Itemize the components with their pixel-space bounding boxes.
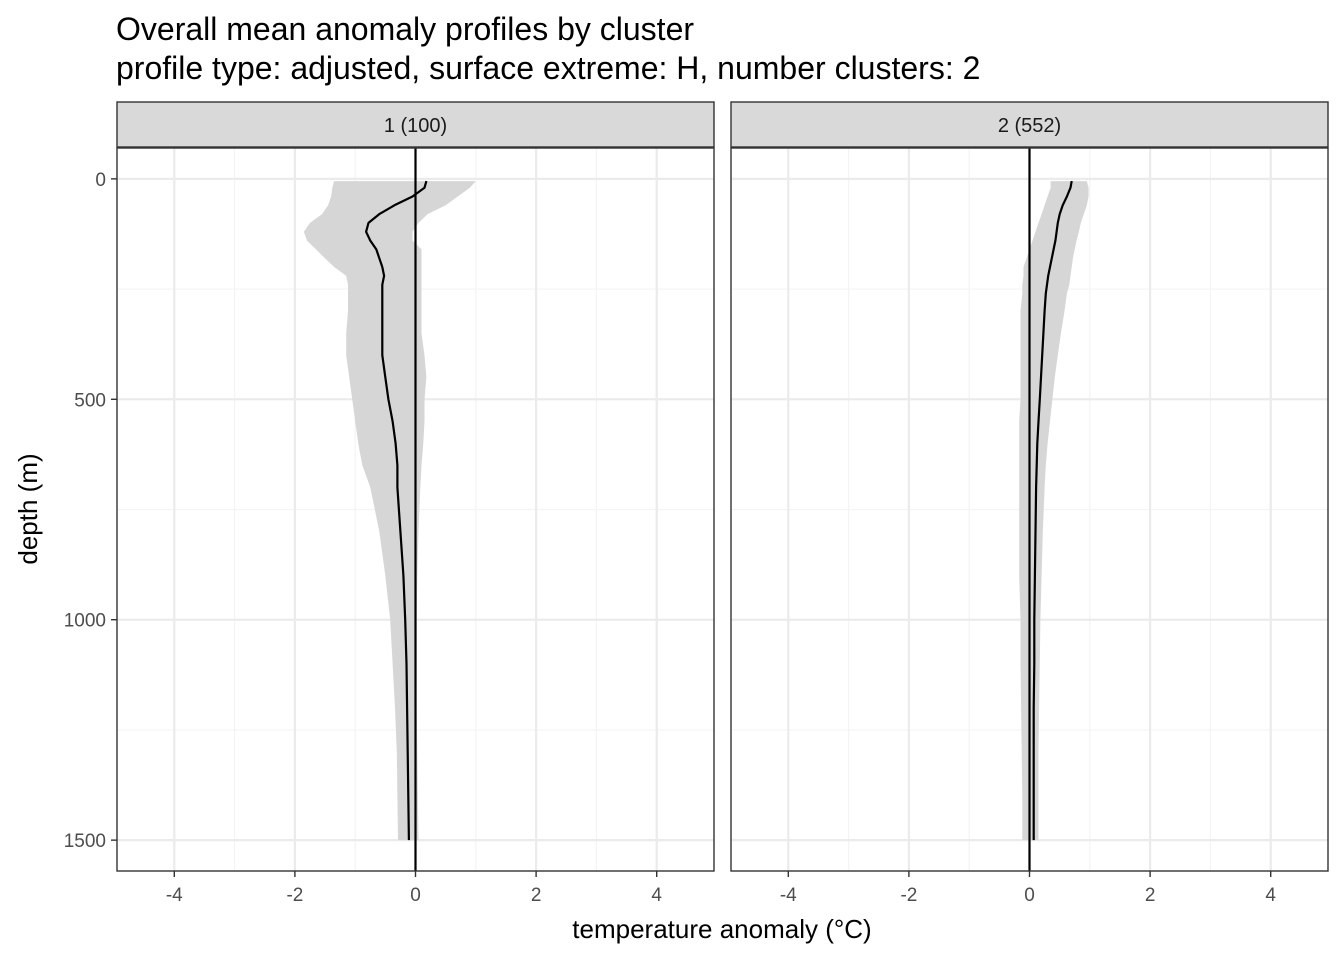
- y-tick-label: 500: [74, 390, 106, 411]
- facet-strip: [116, 101, 715, 148]
- panel-2: 2 (552) -4 -2 0 2 4: [730, 101, 1329, 906]
- y-tick-label: 0: [95, 170, 106, 191]
- x-tick-label: -2: [900, 885, 917, 906]
- x-tick-label: 4: [1265, 885, 1276, 906]
- facet-panels: 1 (100) -4 -2 0 2 4 2 (552) -4 -2 0 2 4: [116, 101, 1329, 906]
- x-tick-label: -4: [166, 885, 183, 906]
- y-tick-label: 1000: [64, 611, 106, 632]
- x-tick-label: 2: [531, 885, 542, 906]
- facet-strip-label: 1 (100): [384, 115, 447, 137]
- mean-profile-line: [365, 180, 428, 841]
- x-tick-label: -2: [286, 885, 303, 906]
- y-axis-title: depth (m): [13, 453, 43, 564]
- facet-strip-label: 2 (552): [998, 115, 1061, 137]
- ribbon-band: [1019, 181, 1089, 841]
- facet-strip: [730, 101, 1329, 148]
- x-axis-title: temperature anomaly (°C): [572, 914, 871, 944]
- mean-profile-line: [1032, 180, 1073, 841]
- y-axis: 0 500 1000 1500: [64, 170, 117, 852]
- y-tick-label: 1500: [64, 831, 106, 852]
- x-tick-label: 4: [651, 885, 662, 906]
- x-tick-label: 0: [1024, 885, 1035, 906]
- chart-subtitle: profile type: adjusted, surface extreme:…: [116, 50, 980, 86]
- panel-1: 1 (100) -4 -2 0 2 4: [116, 101, 715, 906]
- x-tick-label: 0: [410, 885, 421, 906]
- x-tick-label: 2: [1145, 885, 1156, 906]
- x-tick-label: -4: [780, 885, 797, 906]
- ribbon-band: [303, 181, 476, 841]
- chart-title: Overall mean anomaly profiles by cluster: [116, 11, 694, 47]
